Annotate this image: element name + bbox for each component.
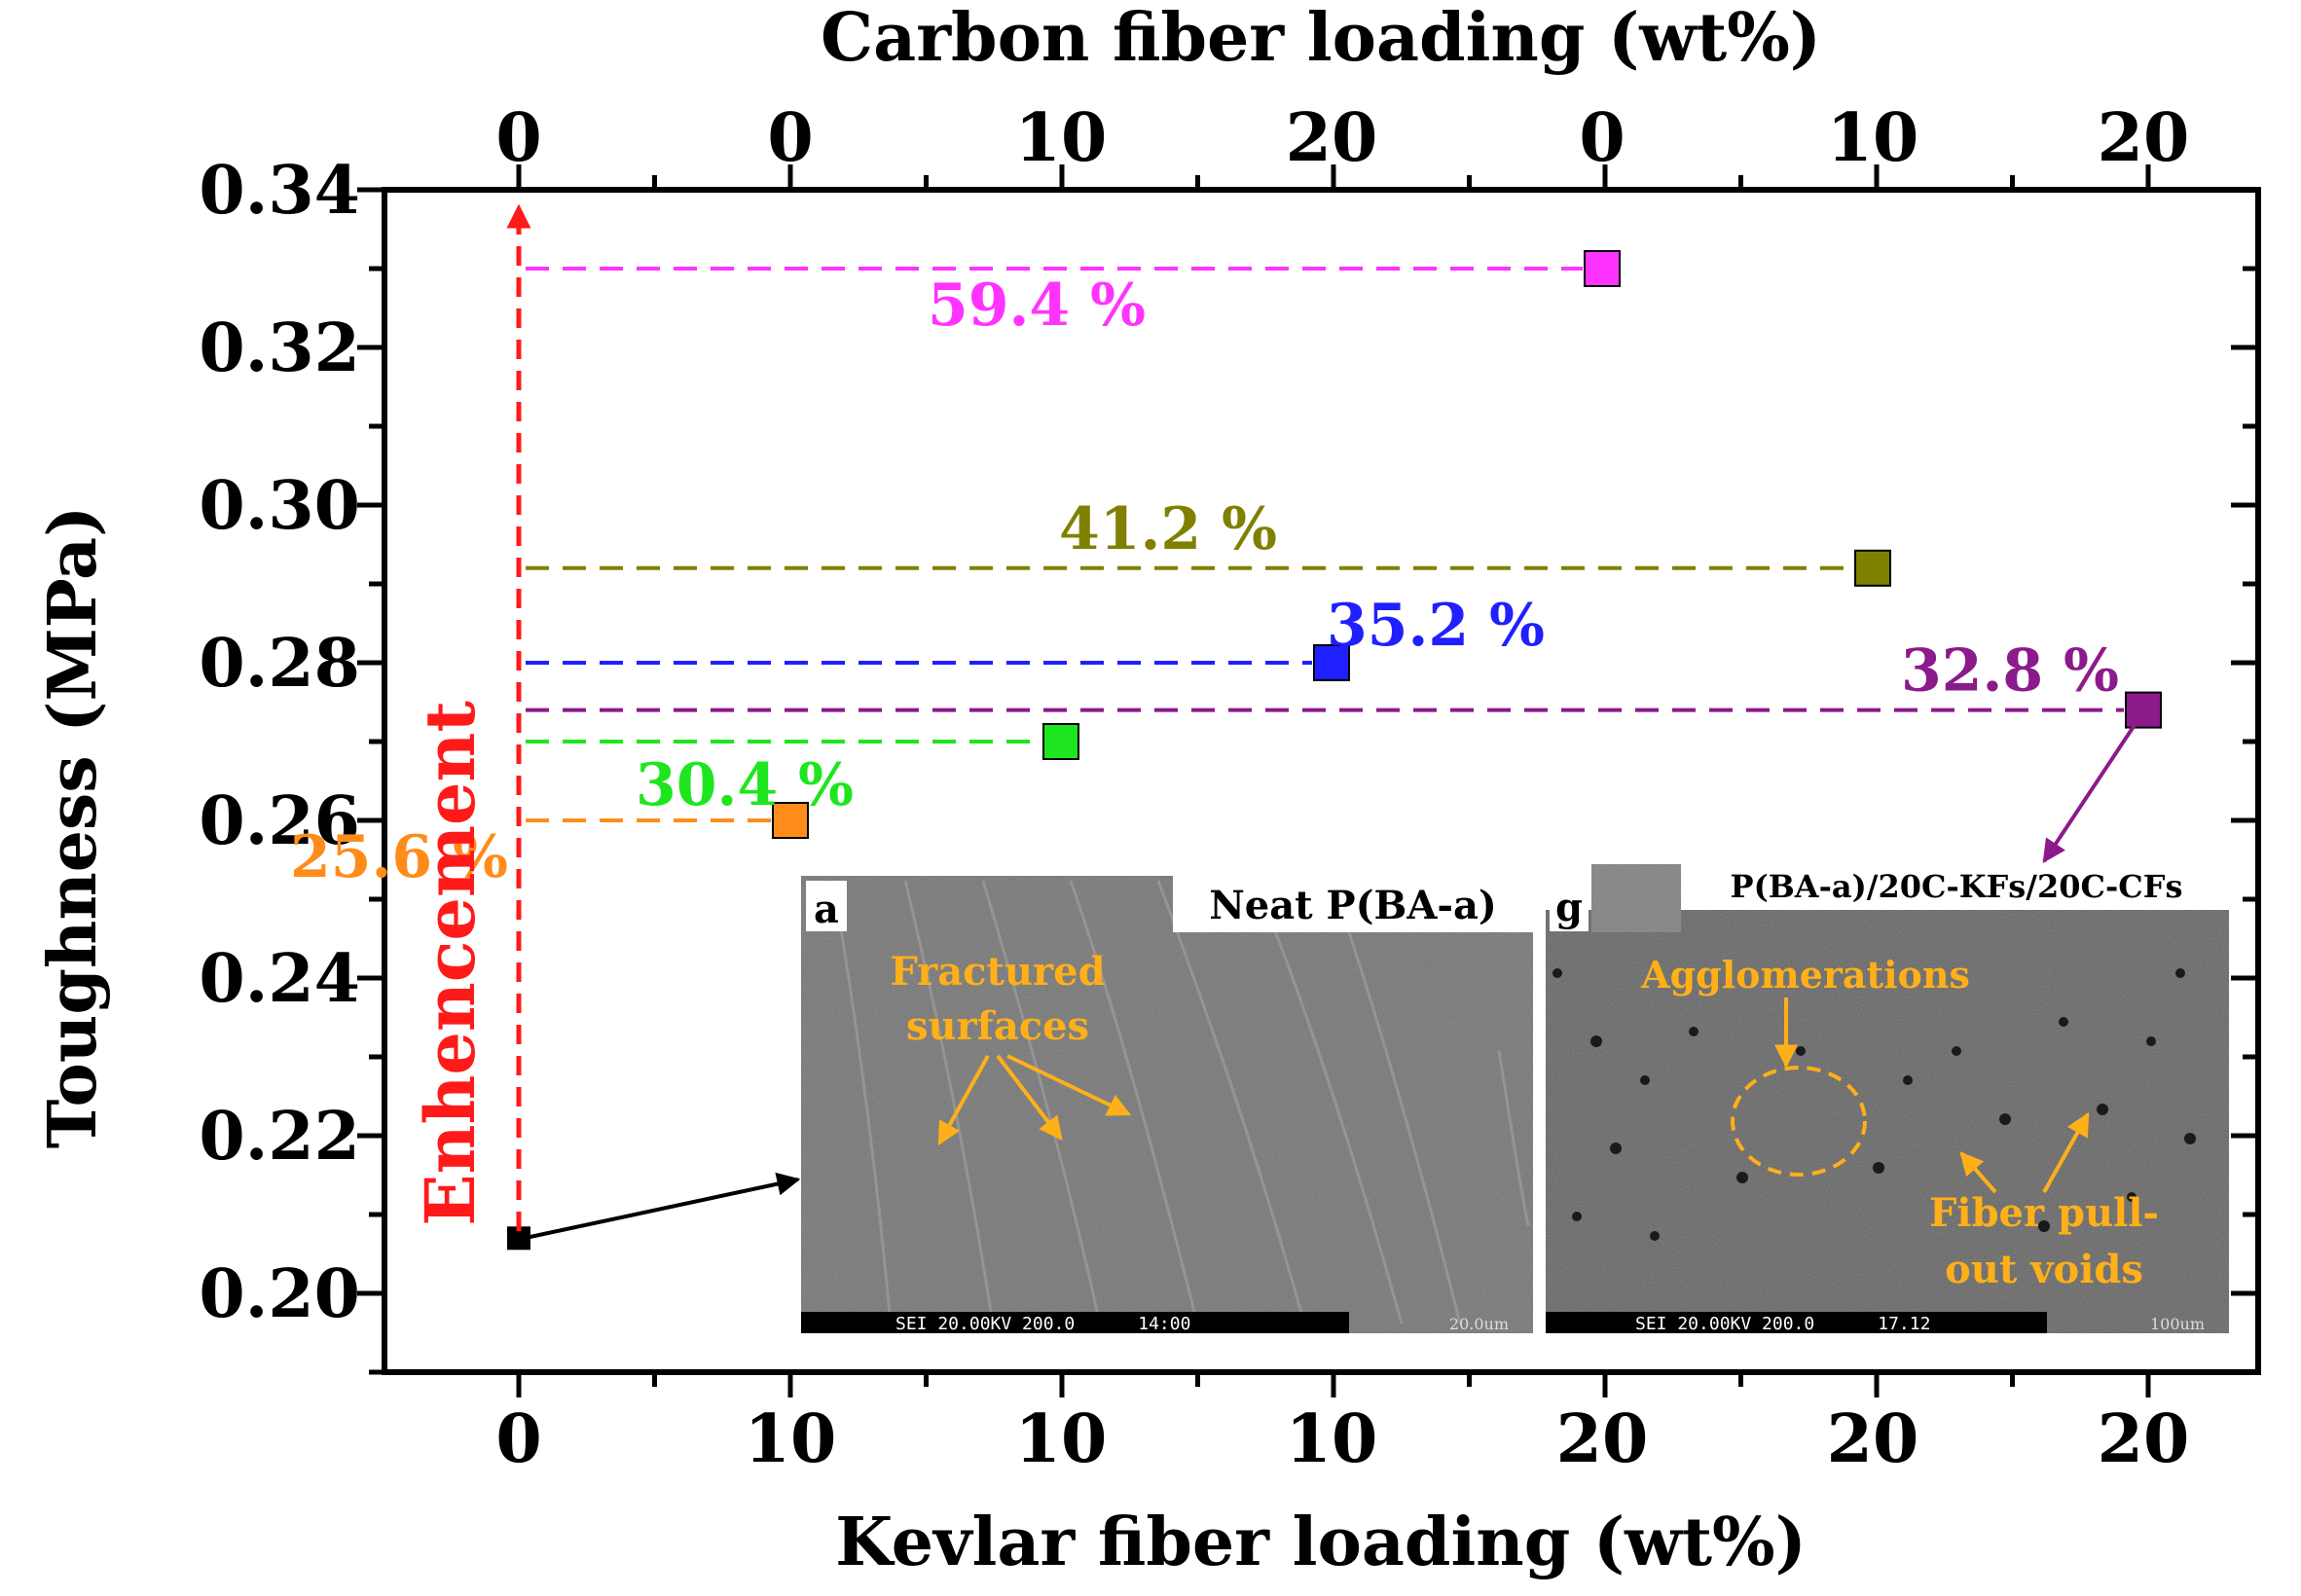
panel-letter-g: g	[1555, 885, 1583, 930]
point-label: 35.2 %	[1327, 592, 1545, 660]
top-tick-label: 0	[1579, 99, 1625, 177]
top-tick-label: 20	[2098, 99, 2190, 177]
inset-neat-scalebar	[801, 1312, 1349, 1333]
data-point	[2125, 691, 2162, 729]
agglomeration-circle	[1731, 1066, 1867, 1177]
series-lines	[526, 267, 2124, 822]
bottom-tick-label: 20	[1827, 1400, 1919, 1478]
axis-ticks	[357, 164, 2258, 1397]
y-tick-label: 0.26	[199, 782, 360, 860]
inset-composite-voids	[1552, 968, 2196, 1241]
void-arrow-2	[2042, 1111, 2090, 1193]
inset-composite-scale-value: 100um	[2150, 1315, 2205, 1333]
inset-neat-scale-value: 20.0um	[1449, 1315, 1509, 1333]
bottom-axis-title: Kevlar fiber loading (wt%)	[835, 1504, 1807, 1581]
data-point	[1854, 549, 1891, 587]
data-point	[772, 802, 809, 839]
panel-letter-box-a	[806, 881, 847, 931]
point-label: 25.6 %	[290, 823, 508, 891]
point-label: 30.4 %	[636, 751, 854, 819]
plot-frame	[382, 187, 2261, 1375]
inset-neat-fibers	[835, 880, 1530, 1324]
annotation-fractured: Fractured	[890, 949, 1105, 995]
inset-composite-title-box	[1681, 861, 2229, 910]
y-tick-label: 0.28	[199, 625, 360, 703]
y-axis-title: Toughness (MPa)	[34, 506, 112, 1149]
fracture-arrow-1	[937, 1055, 990, 1146]
inset-neat-title: Neat P(BA-a)	[1209, 883, 1497, 928]
y-tick-label: 0.30	[199, 467, 360, 545]
annotation-agglomerations: Agglomerations	[1640, 953, 1970, 997]
neat-pointer-arrow	[525, 1172, 801, 1240]
enhancement-label: Enhencement	[410, 701, 491, 1226]
top-tick-label: 20	[1286, 99, 1378, 177]
series-points	[507, 250, 2162, 1251]
inset-neat-title-box	[1173, 876, 1533, 932]
fracture-arrow-2	[996, 1054, 1063, 1141]
inset-neat-scalebar-text: SEI 20.00KV 200.0 14:00	[895, 1314, 1190, 1334]
y-tick-label: 0.34	[199, 152, 360, 230]
point-label: 59.4 %	[928, 272, 1146, 340]
inset-composite: g P(BA-a)/20C-KFs/20C-CFs Agglomerations…	[1546, 861, 2229, 1334]
top-tick-label: 10	[1827, 99, 1919, 177]
fracture-arrow-3	[1006, 1054, 1132, 1116]
top-axis-title: Carbon fiber loading (wt%)	[821, 0, 1821, 77]
series-labels: 25.6 % 30.4 % 35.2 % 59.4 % 41.2 % 32.8 %	[290, 272, 2119, 891]
inset-composite-scalebar	[1546, 1312, 2047, 1333]
inset-composite-scalebar-text: SEI 20.00KV 200.0 17.12	[1635, 1314, 1930, 1334]
bottom-tick-label: 10	[1015, 1400, 1108, 1478]
top-tick-label: 10	[1015, 99, 1108, 177]
point-label: 41.2 %	[1059, 495, 1277, 563]
bottom-tick-labels: 0 10 10 10 20 20 20	[495, 1400, 2189, 1478]
y-tick-label: 0.20	[199, 1255, 360, 1333]
panel-letter-a: a	[814, 887, 839, 932]
y-tick-label: 0.32	[199, 309, 360, 387]
annotation-surfaces: surfaces	[906, 1003, 1089, 1049]
inset-neat: a Neat P(BA-a) Fractured surfaces SEI 20…	[801, 876, 1533, 1334]
composite-pointer-arrow	[2042, 720, 2138, 863]
bottom-tick-label: 0	[495, 1400, 541, 1478]
top-tick-label: 0	[495, 99, 541, 177]
bottom-tick-label: 20	[2098, 1400, 2190, 1478]
data-point	[1584, 250, 1621, 287]
inset-composite-title: P(BA-a)/20C-KFs/20C-CFs	[1731, 868, 2183, 905]
bottom-tick-label: 10	[745, 1400, 837, 1478]
data-point	[1313, 644, 1350, 681]
y-tick-labels: 0.20 0.22 0.24 0.26 0.28 0.30 0.32 0.34	[199, 152, 360, 1333]
point-label: 32.8 %	[1901, 637, 2119, 706]
top-tick-labels: 0 0 10 20 0 10 20	[495, 99, 2189, 177]
panel-letter-box-g	[1550, 881, 1589, 931]
void-arrow-1	[1959, 1151, 1997, 1194]
bottom-tick-label: 20	[1556, 1400, 1649, 1478]
bottom-tick-label: 10	[1286, 1400, 1378, 1478]
annotation-fiber-pull: Fiber pull-	[1929, 1190, 2159, 1236]
top-tick-label: 0	[767, 99, 813, 177]
data-point	[1042, 723, 1079, 760]
annotation-out-voids: out voids	[1945, 1247, 2143, 1292]
y-tick-label: 0.22	[199, 1098, 360, 1176]
y-tick-label: 0.24	[199, 940, 360, 1018]
